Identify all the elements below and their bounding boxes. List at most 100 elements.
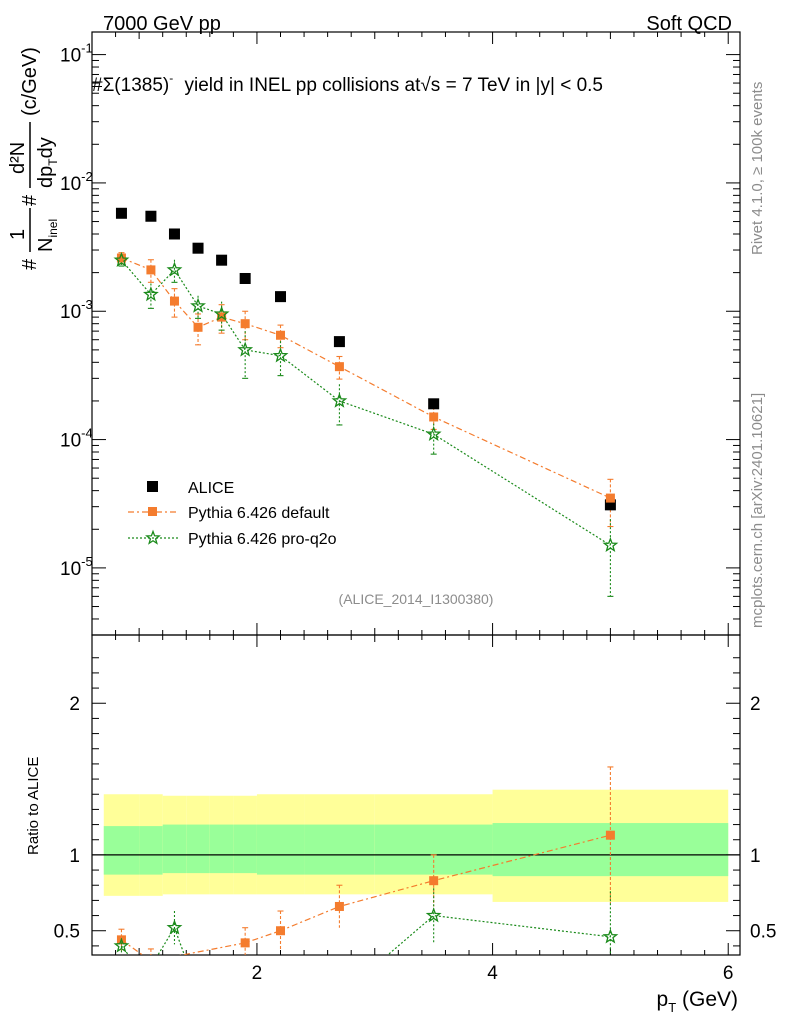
series-default-point <box>146 265 156 275</box>
ylabel-dpt-sub: T <box>46 158 60 166</box>
series-proq2o-point <box>113 251 130 267</box>
main-y-label: # 1 Ninel # d²N dpTdy (c/GeV) <box>7 47 60 270</box>
ratio-proq2o-point <box>425 907 442 923</box>
series-alice-point <box>604 499 616 511</box>
legend-label-alice: ALICE <box>188 480 234 497</box>
series-alice-point <box>145 210 157 222</box>
x-axis-label: pT (GeV) <box>657 988 738 1015</box>
series-proq2o-point <box>237 341 254 357</box>
header-left: 7000 GeV pp <box>103 13 221 35</box>
series-alice-point <box>333 336 345 348</box>
ylabel-dpt: dpTdy <box>35 137 60 188</box>
x-axis-label-p: p <box>657 988 669 1011</box>
ratio-proq2o-point <box>186 970 198 982</box>
ratio-proq2o-point <box>113 937 130 953</box>
series-alice-point <box>192 242 204 254</box>
ratio-y-tick-label-right: 0.5 <box>750 922 776 943</box>
ratio-default-point <box>605 830 615 840</box>
y-tick-exp: -2 <box>81 169 93 184</box>
plot-title-prefix: #Σ(1385) <box>92 75 169 96</box>
side-label-top: Rivet 4.1.0, ≥ 100k events <box>749 82 766 255</box>
plot-title-sup: - <box>169 71 173 85</box>
x-tick-label: 2 <box>252 963 263 984</box>
series-default-point <box>240 319 250 329</box>
ratio-proq2o-point <box>357 970 369 982</box>
plot-title-main: yield in INEL pp collisions at <box>179 75 421 96</box>
ratio-band-green <box>139 826 163 875</box>
ratio-band-green <box>209 824 234 874</box>
ylabel-units: (c/GeV) <box>19 47 41 116</box>
series-proq2o-point <box>190 297 206 313</box>
ratio-default-point <box>334 901 344 911</box>
ratio-default-point <box>429 876 439 886</box>
y-tick-exp: -1 <box>81 41 93 56</box>
y-tick-base: 10 <box>60 559 81 580</box>
y-tick-base: 10 <box>60 302 81 323</box>
series-proq2o-point <box>213 305 230 321</box>
watermark: (ALICE_2014_I1300380) <box>339 591 494 607</box>
x-axis-label-units: (GeV) <box>676 988 738 1011</box>
ratio-y-tick-label-left: 0.5 <box>54 922 80 943</box>
ratio-y-tick-label-left: 1 <box>69 846 80 867</box>
series-default-point <box>334 362 344 372</box>
ratio-series-group <box>113 766 619 982</box>
ratio-band-green <box>256 824 305 875</box>
series-alice-point <box>168 228 180 240</box>
series-proq2o-point <box>166 261 183 277</box>
y-tick-label: 10-4 <box>60 426 93 452</box>
ratio-proq2o-line <box>120 914 611 955</box>
y-tick-label: 10-1 <box>60 41 93 67</box>
series-default-point <box>169 296 179 306</box>
series-default-point <box>605 493 615 503</box>
series-proq2o-point <box>602 536 619 553</box>
ratio-y-tick-label-right: 2 <box>750 694 761 715</box>
legend-label-default: Pythia 6.426 default <box>188 505 330 522</box>
x-tick-label: 6 <box>723 963 734 984</box>
ratio-proq2o-point <box>602 928 619 944</box>
header-right: Soft QCD <box>646 13 732 35</box>
legend-label-proq2o: Pythia 6.426 pro-q2o <box>188 531 337 548</box>
series-alice-point <box>428 398 440 410</box>
side-label-bottom: mcplots.cern.ch [arXiv:2401.10621] <box>749 393 766 628</box>
legend: ALICE Pythia 6.426 default Pythia 6.426 … <box>128 480 337 548</box>
ratio-proq2o-point <box>139 970 151 982</box>
series-proq2o-point <box>331 392 348 408</box>
series-proq2o-line <box>120 259 611 546</box>
y-tick-exp: -5 <box>81 554 93 569</box>
y-tick-exp: -3 <box>81 297 93 312</box>
series-proq2o-point <box>142 286 159 302</box>
y-tick-label: 10-3 <box>60 297 93 323</box>
ylabel-dpt-dp: dp <box>35 166 57 188</box>
ratio-band-green <box>304 824 375 875</box>
ratio-band-green <box>233 824 257 874</box>
ylabel-hash1: # <box>19 258 41 270</box>
y-tick-base: 10 <box>60 431 81 452</box>
series-default-point <box>116 253 126 263</box>
ylabel-nevt: Ninel <box>35 219 60 252</box>
ylabel-hash2: # <box>19 194 41 206</box>
series-alice-point <box>275 291 287 303</box>
ratio-band-green <box>103 826 140 875</box>
ratio-default-point <box>146 957 155 966</box>
x-axis-label-sub: T <box>668 1000 676 1015</box>
y-tick-base: 10 <box>60 174 81 195</box>
series-default-line <box>121 257 611 499</box>
ylabel-nevt-sub: inel <box>46 219 60 238</box>
legend-marker-alice <box>147 481 158 492</box>
ratio-band-green <box>186 824 210 874</box>
plot-title: #Σ(1385)- yield in INEL pp collisions at… <box>92 71 603 96</box>
series-alice-point <box>216 254 228 266</box>
x-tick-label: 4 <box>487 963 498 984</box>
series-proq2o-point <box>425 425 442 442</box>
y-tick-label: 10-5 <box>60 554 93 580</box>
legend-marker-default <box>148 507 157 516</box>
ratio-default-point <box>240 938 250 948</box>
ylabel-one: 1 <box>7 229 29 240</box>
y-tick-base: 10 <box>60 46 81 67</box>
series-proq2o-point <box>272 347 289 363</box>
ratio-frame <box>91 634 741 956</box>
ratio-y-tick-label-right: 1 <box>750 846 761 867</box>
y-tick-exp: -4 <box>81 426 93 441</box>
ylabel-dy: dy <box>35 137 57 158</box>
